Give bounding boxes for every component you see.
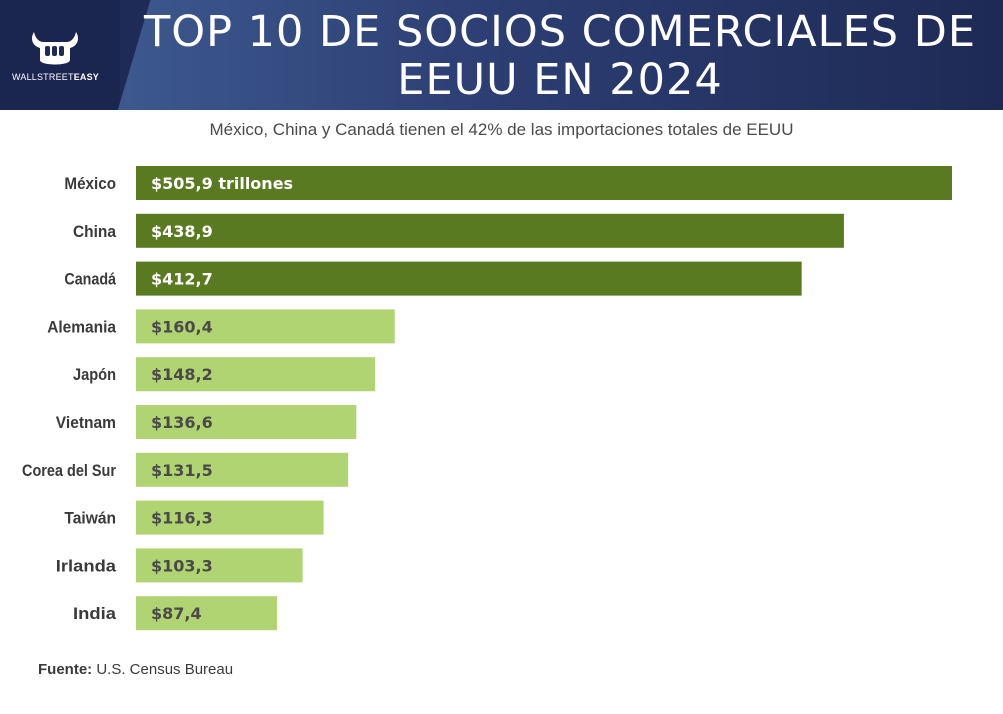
header-gradient bbox=[117, 0, 1003, 110]
bull-fist-icon bbox=[32, 32, 78, 65]
category-label-9: Irlanda bbox=[56, 556, 117, 575]
chart-subtitle: México, China y Canadá tienen el 42% de … bbox=[209, 120, 794, 139]
data-label-6: $136,6 bbox=[151, 413, 213, 432]
data-label-10: $87,4 bbox=[151, 604, 202, 623]
data-label-3: $412,7 bbox=[151, 270, 213, 289]
category-label-5: Japón bbox=[73, 365, 116, 384]
data-label-1: $505,9 trillones bbox=[151, 174, 293, 193]
category-label-10: India bbox=[73, 604, 117, 623]
category-label-8: Taiwán bbox=[64, 509, 116, 528]
wallstreeteasy-logo: WALLSTREETEASY bbox=[12, 26, 99, 88]
source-label: Fuente: bbox=[38, 661, 93, 678]
source-value: U.S. Census Bureau bbox=[96, 661, 234, 678]
category-label-1: México bbox=[64, 174, 116, 193]
bar-3 bbox=[136, 261, 802, 296]
bar-9 bbox=[136, 548, 303, 583]
bar-8 bbox=[136, 500, 324, 535]
category-label-3: Canadá bbox=[64, 270, 116, 289]
bar-4 bbox=[136, 309, 395, 344]
bar-6 bbox=[136, 405, 357, 439]
bar-2 bbox=[136, 213, 844, 248]
bar-1 bbox=[136, 166, 952, 200]
data-label-9: $103,3 bbox=[151, 556, 213, 575]
source-note: Fuente: U.S. Census Bureau bbox=[38, 661, 233, 678]
bar-10 bbox=[136, 596, 277, 631]
bar-7 bbox=[136, 452, 349, 487]
data-label-5: $148,2 bbox=[151, 365, 213, 384]
header-banner: WALLSTREETEASY TOP 10 DE SOCIOS COMERCIA… bbox=[0, 0, 1003, 110]
data-label-8: $116,3 bbox=[151, 509, 213, 528]
category-label-4: Alemania bbox=[47, 317, 116, 336]
data-label-4: $160,4 bbox=[151, 317, 213, 336]
category-label-2: China bbox=[73, 222, 116, 241]
data-label-7: $131,5 bbox=[151, 461, 213, 480]
logo-wordmark: WALLSTREETEASY bbox=[12, 72, 99, 82]
category-label-6: Vietnam bbox=[56, 413, 116, 432]
page-title: TOP 10 DE SOCIOS COMERCIALES DE EEUU EN … bbox=[143, 7, 977, 105]
category-label-7: Corea del Sur bbox=[22, 461, 116, 480]
data-label-2: $438,9 bbox=[151, 222, 213, 241]
bar-5 bbox=[136, 357, 376, 392]
